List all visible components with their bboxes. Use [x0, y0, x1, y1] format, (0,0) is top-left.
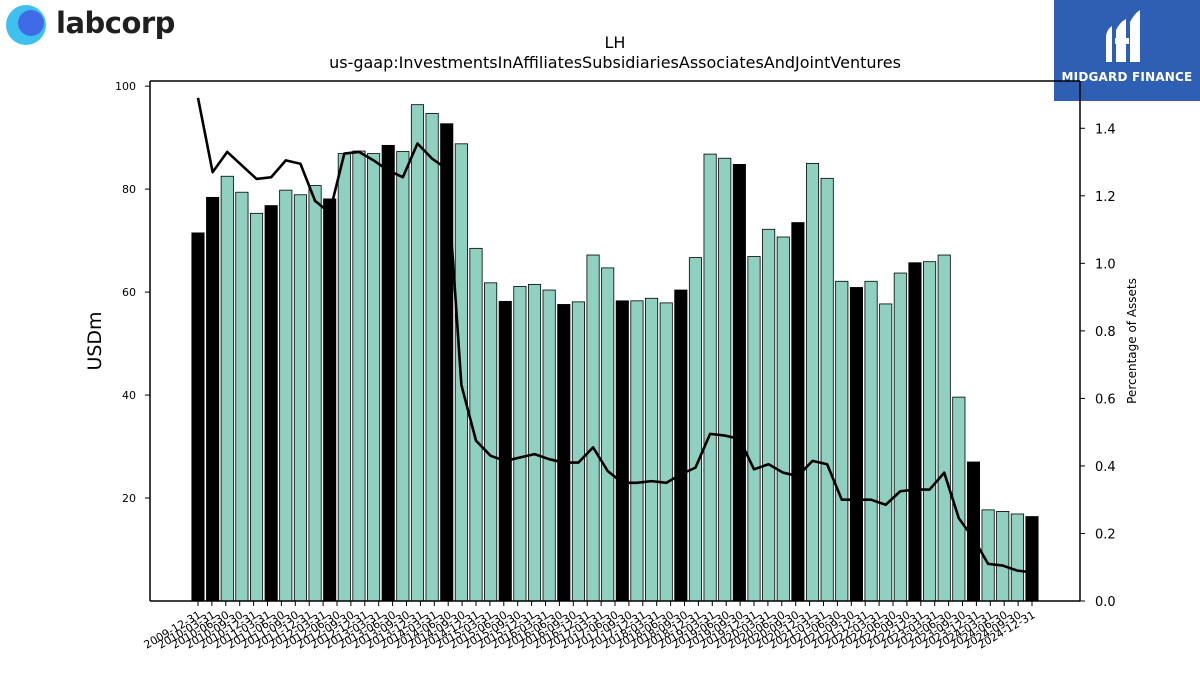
bar: [805, 162, 820, 602]
bar: [381, 144, 395, 602]
percentage-line: [196, 97, 1033, 574]
bar: [893, 272, 907, 602]
bar: [264, 205, 278, 602]
bar: [937, 254, 951, 602]
bar: [308, 185, 322, 602]
bar: [908, 262, 922, 602]
percentage-line-series: [196, 97, 1033, 574]
y-axis-label: USDm: [84, 311, 106, 370]
bar: [557, 304, 571, 602]
bar: [820, 177, 834, 602]
bar: [718, 157, 732, 602]
bar: [615, 300, 629, 602]
bar: [688, 257, 703, 602]
y-tick-label: 20: [122, 492, 136, 505]
bar: [206, 196, 220, 602]
bar: [323, 198, 337, 602]
bar: [440, 123, 454, 602]
y2-tick-label: 1.4: [1095, 122, 1116, 137]
bar: [484, 282, 498, 602]
y2-tick-label: 0.8: [1095, 325, 1116, 340]
bar: [498, 300, 512, 602]
chart-subtitle: us-gaap:InvestmentsInAffiliatesSubsidiar…: [329, 53, 901, 72]
bar: [703, 153, 717, 602]
midgard-finance-logo-text: MIDGARD FINANCE: [1061, 70, 1193, 84]
x-axis-ticks: 2009-12-312010-03-312010-06-302010-09-30…: [142, 601, 1038, 652]
y2-axis-ticks: 0.0 0.2 0.4 0.6 0.8 1.0 1.2 1.4: [1080, 122, 1116, 610]
bar: [513, 286, 527, 602]
bar: [923, 261, 937, 602]
bar: [396, 151, 410, 602]
y-tick-label: 60: [122, 286, 136, 299]
bar: [791, 222, 805, 602]
bar: [410, 104, 425, 602]
midgard-finance-mark-icon: [1106, 10, 1140, 62]
labcorp-logo: labcorp: [4, 4, 175, 46]
bar: [425, 113, 439, 602]
bar-series: [191, 104, 1039, 602]
y2-tick-label: 0.2: [1095, 527, 1116, 542]
y2-tick-label: 0.4: [1095, 460, 1116, 475]
bar: [864, 280, 878, 602]
bar: [601, 267, 615, 602]
bar: [293, 194, 307, 602]
labcorp-logo-text: labcorp: [56, 6, 175, 40]
bar: [337, 153, 351, 602]
bar: [367, 153, 381, 602]
bar: [732, 164, 746, 602]
bar: [352, 150, 366, 602]
labcorp-logo-mark-icon: [6, 5, 46, 45]
bar: [235, 191, 249, 602]
bar: [630, 300, 644, 602]
bar: [952, 396, 966, 602]
bar: [527, 283, 542, 602]
bar: [849, 287, 863, 602]
bar: [879, 303, 893, 602]
bar: [1010, 513, 1024, 602]
bar: [571, 301, 585, 602]
chart-title: LH: [605, 33, 626, 52]
bar: [659, 302, 673, 602]
bar: [645, 297, 659, 602]
y-tick-label: 80: [122, 183, 136, 196]
bar: [542, 289, 556, 602]
y2-tick-label: 1.2: [1095, 190, 1116, 205]
bar: [586, 254, 600, 602]
y-tick-label: 100: [115, 80, 136, 93]
bar: [220, 175, 234, 602]
bar: [776, 236, 790, 602]
bar: [835, 280, 849, 602]
bar: [279, 189, 293, 602]
bar: [747, 256, 761, 602]
bar: [996, 511, 1010, 602]
y2-tick-label: 0.0: [1095, 595, 1116, 610]
bar: [674, 289, 688, 602]
bar: [191, 232, 205, 602]
y2-tick-label: 0.6: [1095, 392, 1116, 407]
midgard-finance-logo: MIDGARD FINANCE: [1054, 0, 1200, 101]
y-axis-ticks: 20 40 60 80 100: [115, 80, 150, 505]
y-tick-label: 40: [122, 389, 136, 402]
bar: [1025, 516, 1039, 602]
y2-axis-label: Percentage of Assets: [1125, 278, 1139, 404]
bar: [762, 228, 776, 602]
y2-tick-label: 1.0: [1095, 257, 1116, 272]
bar: [249, 212, 264, 602]
